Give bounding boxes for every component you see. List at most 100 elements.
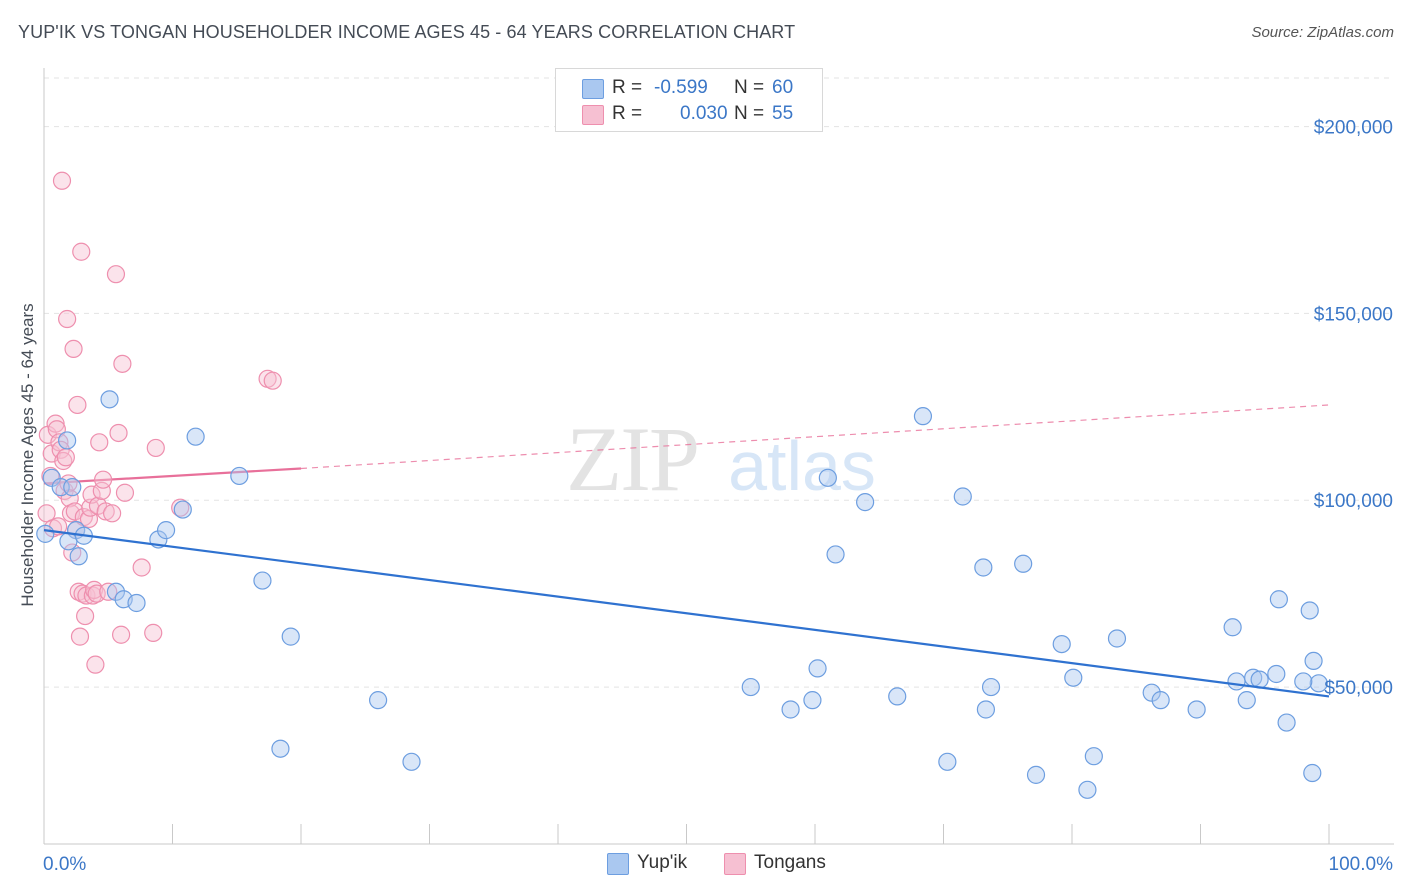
data-point — [953, 487, 972, 506]
data-point — [69, 547, 88, 566]
data-point — [1107, 629, 1127, 648]
data-point — [1026, 765, 1046, 784]
chart-title: YUP'IK VS TONGAN HOUSEHOLDER INCOME AGES… — [18, 22, 796, 42]
data-point — [1303, 763, 1322, 783]
yupik-trend-line — [43, 529, 1330, 698]
data-point — [1014, 554, 1033, 573]
n-label: N = — [734, 77, 765, 98]
legend-label: Tongans — [754, 852, 826, 873]
data-point — [63, 478, 82, 497]
data-point — [56, 448, 75, 467]
data-point — [803, 691, 822, 710]
data-point — [106, 582, 126, 601]
data-point — [58, 431, 77, 450]
data-point — [818, 468, 837, 487]
n-label: N = — [734, 103, 765, 124]
data-point — [1223, 618, 1242, 637]
yupik-swatch — [607, 853, 629, 875]
data-point — [1227, 672, 1246, 691]
r-label: R = — [612, 103, 643, 124]
data-point — [938, 752, 957, 771]
data-point — [109, 423, 128, 443]
data-point — [99, 582, 118, 601]
y-axis-label: Householder Income Ages 45 - 64 years — [18, 303, 37, 606]
watermark: ZIP atlas — [566, 408, 876, 510]
n-value: 60 — [772, 77, 794, 98]
data-point — [1052, 634, 1071, 654]
data-point — [1267, 664, 1286, 684]
data-point — [86, 655, 105, 674]
data-point — [132, 558, 151, 577]
data-point — [253, 571, 272, 590]
data-point — [106, 265, 126, 284]
tongans-trend-extension — [300, 404, 1330, 470]
data-point — [100, 390, 119, 409]
data-point — [1078, 780, 1097, 799]
data-point — [103, 504, 122, 523]
legend-label: Yup'ik — [637, 852, 688, 873]
data-point — [741, 677, 760, 697]
data-point — [402, 752, 421, 771]
tongans-trend-line — [43, 467, 302, 485]
grid-lines — [44, 77, 1394, 688]
x-tick-min: 0.0% — [43, 854, 86, 875]
r-value: -0.599 — [654, 77, 708, 98]
data-point — [1084, 747, 1103, 766]
stats-legend: R = -0.599 N = 60 R = 0.030 N = 55 — [555, 68, 823, 132]
axes — [43, 68, 1394, 845]
data-point — [64, 339, 83, 359]
y-tick-label: $150,000 — [1314, 304, 1393, 325]
data-point — [111, 625, 131, 644]
data-point — [96, 502, 115, 521]
data-point — [1187, 700, 1206, 719]
data-point — [1300, 601, 1319, 620]
data-point — [369, 691, 388, 710]
watermark-atlas: atlas — [728, 427, 876, 505]
data-point — [90, 433, 109, 452]
data-point — [115, 483, 135, 502]
y-tick-label: $50,000 — [1324, 678, 1393, 699]
data-point — [808, 659, 827, 678]
data-point — [186, 427, 205, 446]
data-point — [146, 438, 165, 458]
data-point — [888, 687, 907, 706]
data-point — [46, 414, 65, 433]
data-point — [58, 309, 77, 329]
data-point — [82, 485, 101, 504]
data-point — [856, 493, 875, 512]
data-point — [281, 627, 300, 646]
data-point — [981, 677, 1001, 697]
data-point — [913, 407, 933, 426]
y-tick-label: $100,000 — [1314, 491, 1393, 512]
r-value: 0.030 — [680, 103, 728, 124]
tongans-trend — [43, 404, 1330, 485]
y-tick-label: $200,000 — [1314, 118, 1393, 139]
source-credit: Source: ZipAtlas.com — [1251, 24, 1394, 41]
data-point — [1250, 670, 1269, 689]
yupik-swatch — [582, 79, 604, 99]
data-point — [127, 593, 146, 613]
data-point — [65, 502, 84, 521]
data-point — [87, 584, 106, 603]
tongans-swatch — [724, 853, 746, 875]
data-point — [173, 500, 192, 519]
data-point — [156, 521, 176, 540]
data-point — [1309, 674, 1328, 693]
watermark-zip: ZIP — [566, 408, 698, 510]
data-point — [59, 532, 78, 551]
data-point — [171, 498, 190, 517]
r-label: R = — [612, 77, 643, 98]
data-point — [1151, 691, 1170, 710]
data-point — [781, 700, 800, 719]
tongans-points — [37, 171, 282, 674]
data-point — [826, 545, 845, 564]
x-tick-max: 100.0% — [1329, 854, 1394, 875]
data-point — [1237, 691, 1256, 710]
data-point — [1064, 668, 1083, 687]
data-point — [1269, 590, 1288, 609]
data-point — [36, 524, 55, 543]
data-point — [144, 623, 163, 642]
data-point — [976, 700, 996, 719]
data-point — [271, 739, 290, 758]
